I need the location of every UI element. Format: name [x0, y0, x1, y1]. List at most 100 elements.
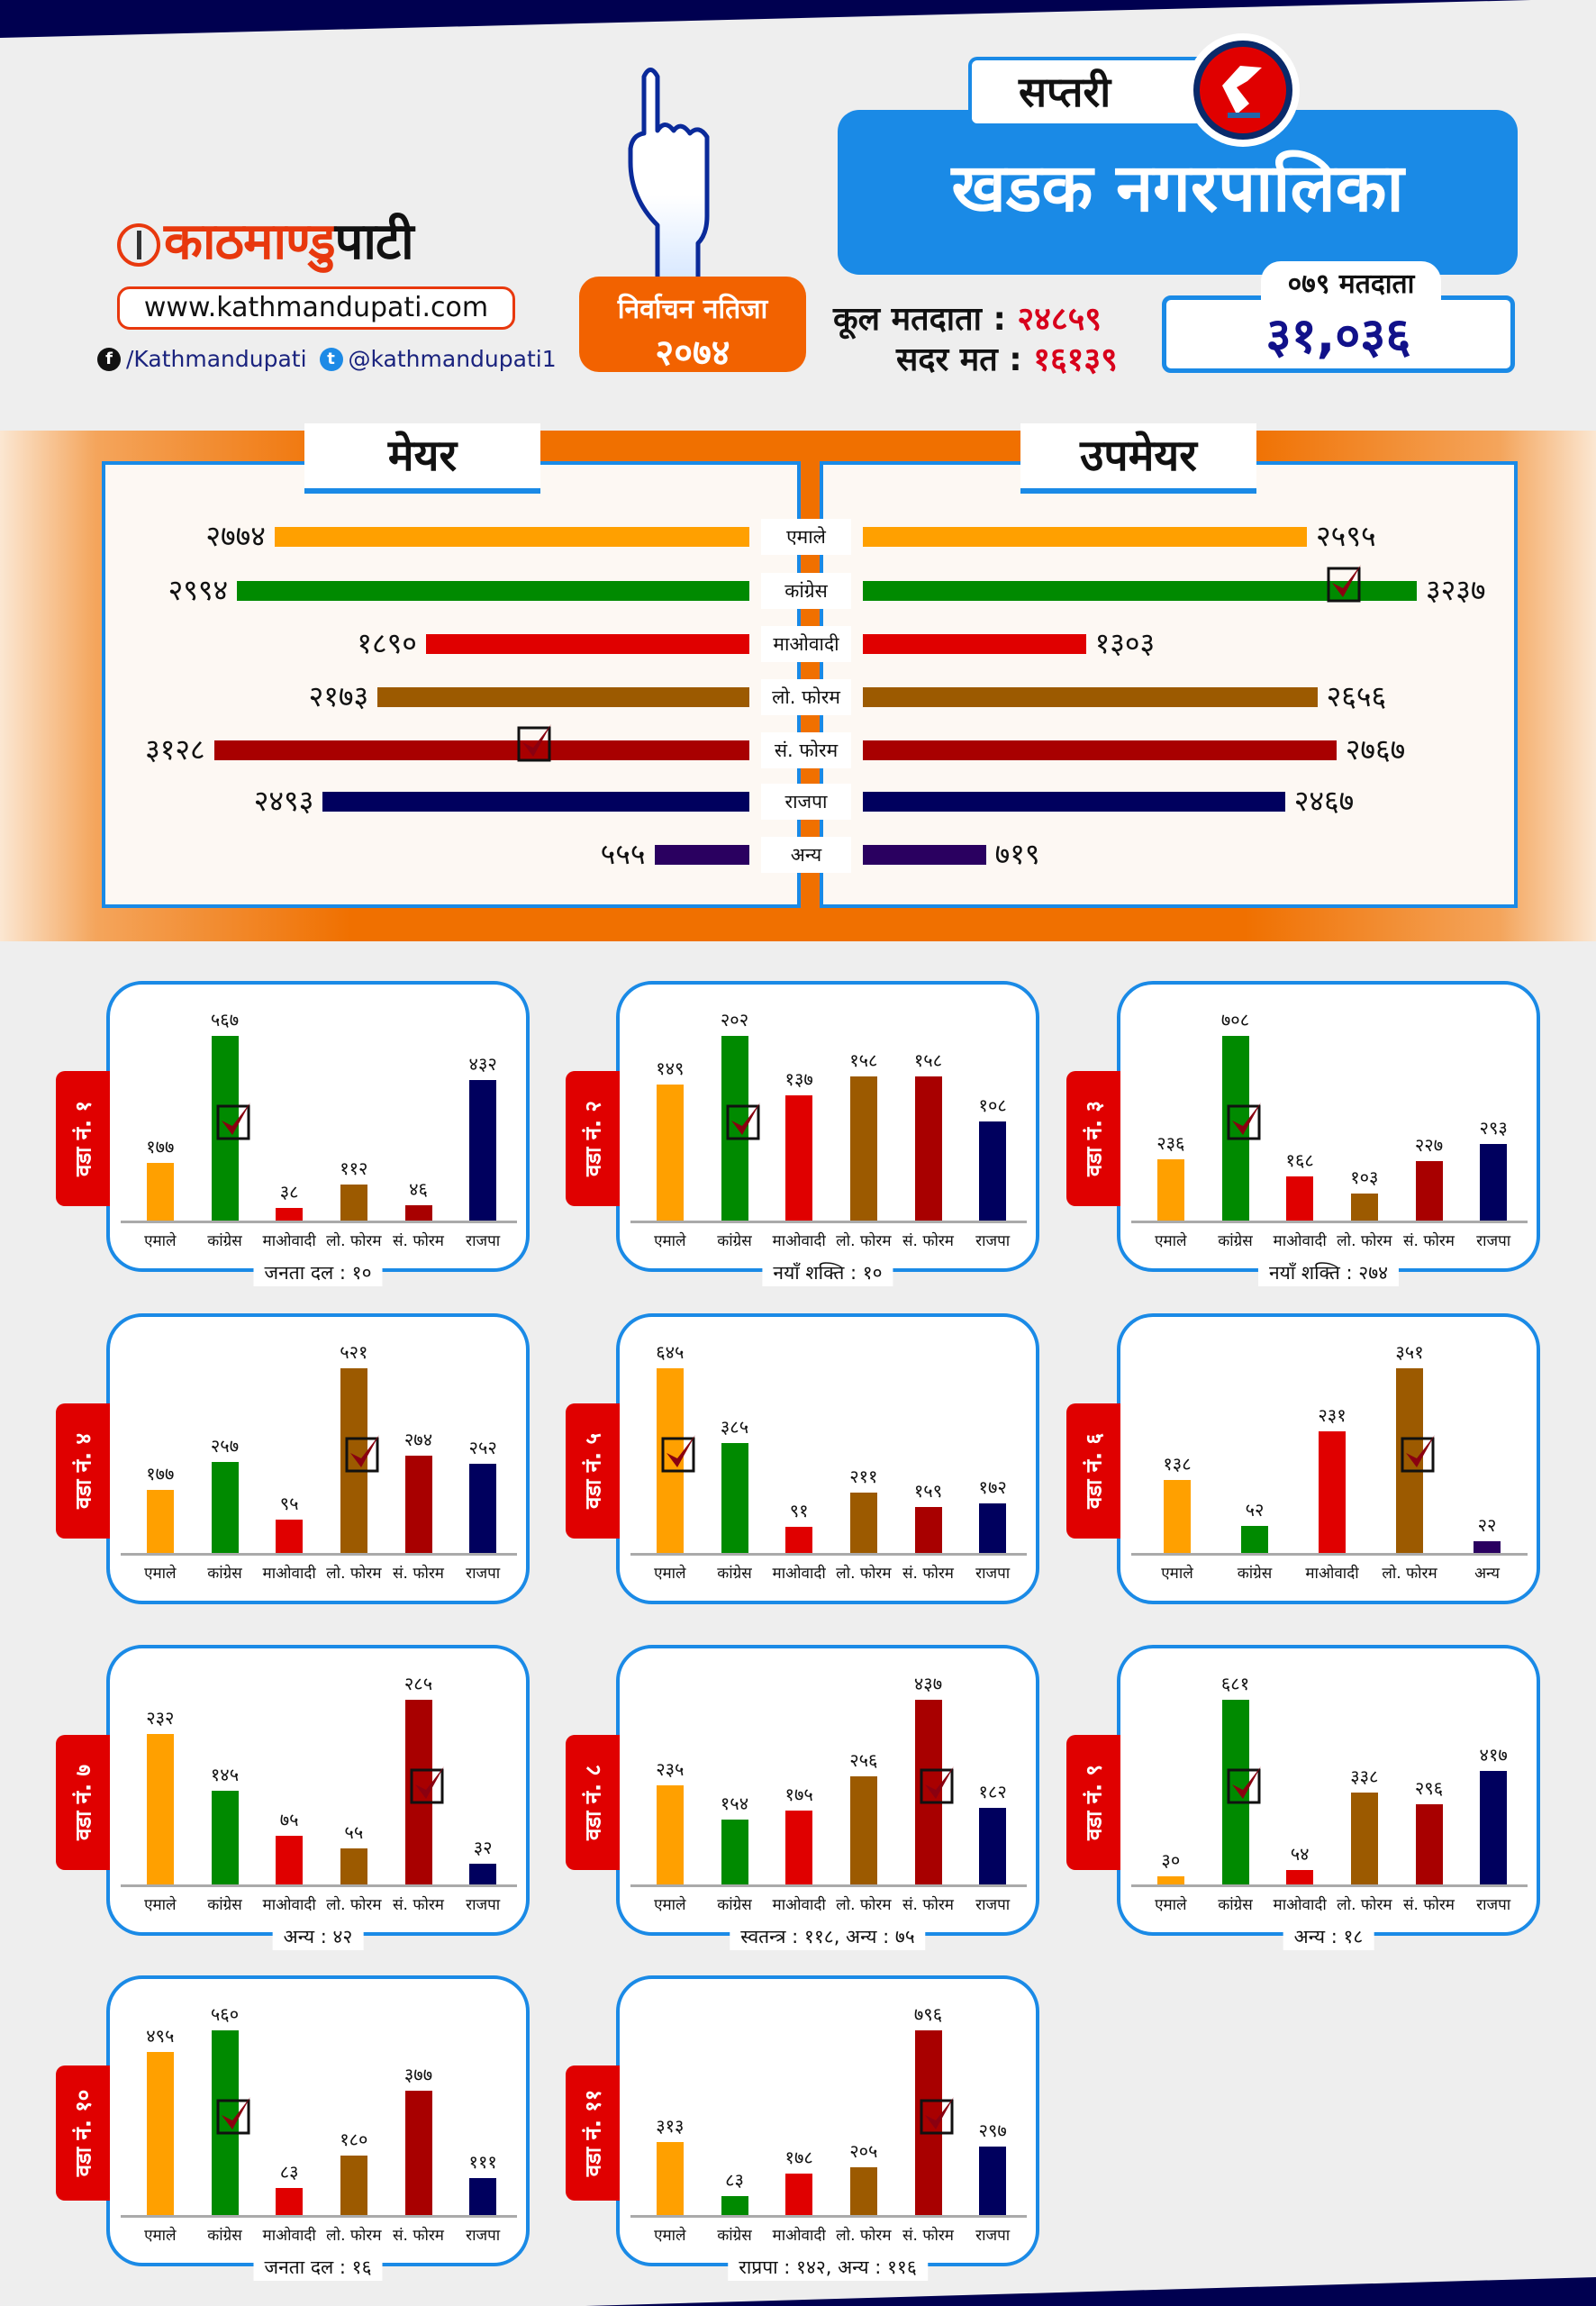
category-label: राजपा	[466, 2227, 501, 2245]
ward-number-label: वडा नं. ४	[70, 1432, 96, 1510]
bar-value-label: १०३	[1350, 1167, 1379, 1189]
deputy-votes: २७६७	[1345, 732, 1406, 767]
website-link[interactable]: www.kathmandupati.com	[117, 286, 515, 330]
category-label: कांग्रेस	[1218, 1232, 1253, 1250]
deputy-bar	[863, 527, 1308, 547]
chart-bar	[721, 1442, 748, 1553]
bar-value-label: ८३	[725, 2168, 744, 2191]
ward-footer-note: नयाँ शक्ति : १०	[762, 1259, 893, 1286]
bar-value-label: ९१	[789, 1500, 809, 1522]
voting-finger-icon	[628, 68, 710, 279]
badge-year: २०७४	[655, 332, 730, 374]
winner-check-icon	[1401, 1433, 1437, 1473]
category-label: राजपा	[466, 1565, 501, 1583]
chart-bar	[469, 1463, 497, 1553]
bar-value-label: ३२	[473, 1836, 493, 1858]
mayor-bar	[322, 792, 749, 812]
chart-bar	[656, 1784, 684, 1884]
winner-check-icon	[1227, 1765, 1263, 1804]
category-label: कांग्रेस	[717, 1565, 752, 1583]
twitter-link[interactable]: @kathmandupati1	[348, 346, 557, 372]
bar-value-label: १५८	[913, 1049, 943, 1071]
ward-number-tag: वडा नं. १	[56, 1071, 110, 1206]
chart-bar	[146, 1163, 174, 1221]
ward-footer-note: जनता दल : १६	[253, 2254, 383, 2281]
bar-value-label: १५४	[720, 1792, 749, 1814]
deputy-bar	[863, 687, 1318, 707]
bar-value-label: १७८	[784, 2147, 813, 2169]
party-label: राजपा	[761, 784, 851, 820]
chart-bar	[1350, 1194, 1378, 1221]
bar-value-label: ३३८	[1350, 1766, 1379, 1788]
category-label: एमाले	[144, 1896, 177, 1914]
bar-value-label: ५२	[1245, 1498, 1265, 1521]
category-label: कांग्रेस	[717, 1232, 752, 1250]
bar-value-label: ५६०	[210, 2003, 240, 2025]
bar-value-label: ९५	[279, 1492, 299, 1514]
category-label: माओवादी	[262, 1896, 316, 1914]
chart-bar	[146, 2051, 174, 2215]
category-label: सं. फोरम	[902, 1565, 954, 1583]
category-label: कांग्रेस	[207, 1896, 242, 1914]
bar-value-label: २७४	[404, 1429, 433, 1451]
party-label: अन्य	[761, 837, 851, 873]
chart-bar	[721, 1819, 748, 1884]
deputy-votes: २६५६	[1326, 679, 1387, 713]
party-label: माओवादी	[761, 626, 851, 662]
facebook-link[interactable]: /Kathmandupati	[126, 346, 307, 372]
voters-079-label: ०७९ मतदाता	[1261, 261, 1441, 304]
chart-bar	[404, 2090, 432, 2215]
kathmandupati-logo: काठमाण्डुपाटी	[117, 205, 414, 274]
chart-bar	[340, 2156, 367, 2215]
bar-value-label: १५८	[849, 1049, 878, 1071]
bar-value-label: ६४५	[656, 1341, 685, 1363]
deputy-votes: ३२३७	[1426, 573, 1486, 607]
twitter-icon: t	[319, 347, 343, 371]
chart-bar	[1415, 1803, 1443, 1884]
category-label: एमाले	[144, 2227, 177, 2245]
chart-bar	[1319, 1431, 1346, 1553]
bar-value-label: ४१७	[1479, 1744, 1508, 1766]
category-label: माओवादी	[262, 1565, 316, 1583]
bar-value-label: १५९	[913, 1480, 943, 1503]
bar-value-label: ८३	[279, 2160, 299, 2183]
bar-value-label: ३१३	[656, 2115, 685, 2138]
category-label: एमाले	[144, 1565, 177, 1583]
bar-value-label: २०२	[720, 1009, 749, 1030]
ward-chart: वडा नं. ८ २३५ एमाले १५४ कांग्रेस १७५ माओवादी २५…	[566, 1645, 1039, 1950]
chart-baseline	[121, 1221, 517, 1223]
ward-chart: वडा नं. ५ ६४५ एमाले ३८५ कांग्रेस ९१ माओवादी २११…	[566, 1313, 1039, 1604]
bar-value-label: ५४	[1290, 1842, 1310, 1865]
category-label: लो. फोरम	[326, 1565, 382, 1583]
chart-bar	[146, 1490, 174, 1553]
chart-bar	[979, 1807, 1007, 1884]
bar-value-label: ५५	[344, 1821, 364, 1844]
ward-number-label: वडा नं. ११	[580, 2089, 606, 2177]
category-label: एमाले	[144, 1232, 177, 1250]
category-label: माओवादी	[1273, 1232, 1327, 1250]
ward-number-label: वडा नं. ८	[580, 1764, 606, 1841]
chart-bar	[211, 1461, 239, 1553]
category-label: सं. फोरम	[902, 1232, 954, 1250]
ward-chart: वडा नं. १ १७७ एमाले ५६७ कांग्रेस ३८ माओवादी ११२…	[56, 981, 530, 1286]
category-label: एमाले	[1155, 1232, 1187, 1250]
chart-baseline	[1131, 1884, 1528, 1887]
winner-check-icon	[345, 1433, 381, 1473]
party-label: लो. फोरम	[761, 679, 851, 715]
ward-chart: वडा नं. ११ ३१३ एमाले ८३ कांग्रेस १७८ माओवादी २०…	[566, 1975, 1039, 2281]
ward-chart: वडा नं. ३ २३६ एमाले ७०८ कांग्रेस १६८ माओवादी १०…	[1066, 981, 1540, 1286]
category-label: लो. फोरम	[1337, 1896, 1392, 1914]
bar-value-label: २२७	[1414, 1134, 1444, 1157]
category-label: माओवादी	[772, 1232, 826, 1250]
chart-bar	[979, 2146, 1007, 2215]
bar-value-label: ७०८	[1220, 1009, 1250, 1030]
ward-chart: वडा नं. ९ ३० एमाले ६८१ कांग्रेस ५४ माओवादी ३३८ ल…	[1066, 1645, 1540, 1950]
bar-value-label: २३१	[1318, 1404, 1347, 1427]
chart-bar	[1286, 1869, 1314, 1884]
municipality-title: खडक नगरपालिका	[838, 110, 1518, 275]
mayor-bar	[654, 845, 749, 865]
category-label: लो. फोरम	[326, 1232, 382, 1250]
category-label: राजपा	[975, 1565, 1011, 1583]
chart-baseline	[121, 1553, 517, 1556]
mayor-votes: ३१२८	[145, 732, 205, 767]
